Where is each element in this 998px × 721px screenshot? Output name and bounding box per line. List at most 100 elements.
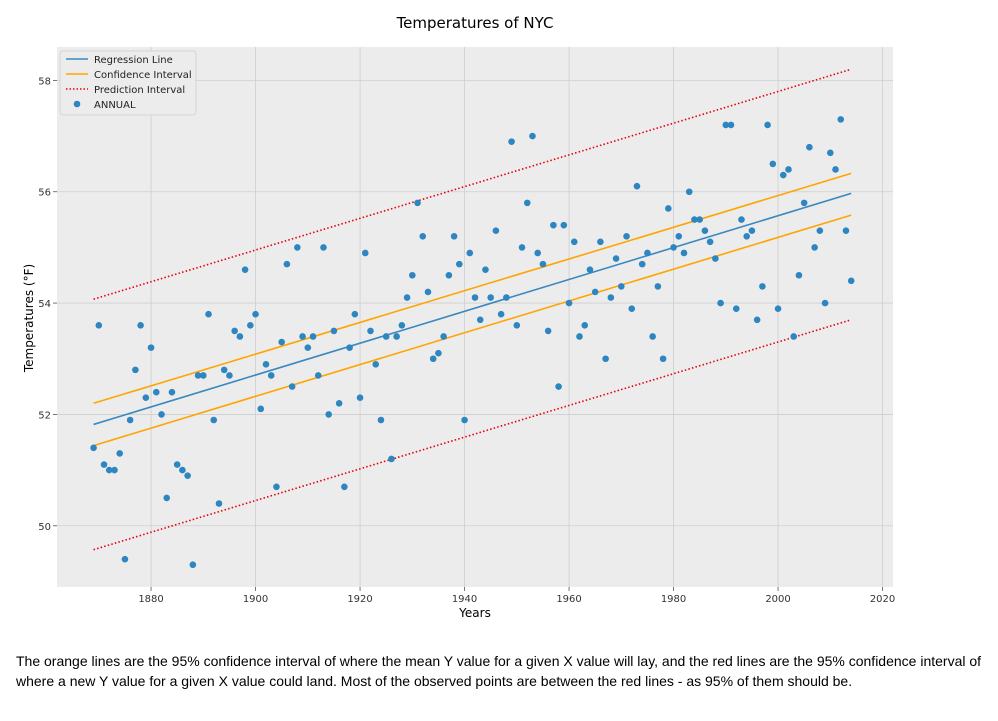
data-point xyxy=(665,205,672,212)
data-point xyxy=(231,327,238,335)
data-point xyxy=(111,466,118,474)
data-point xyxy=(586,266,594,273)
data-points xyxy=(90,116,855,569)
data-point xyxy=(273,483,280,491)
data-point xyxy=(529,132,536,140)
data-point xyxy=(173,461,181,468)
data-point xyxy=(461,416,468,424)
data-point xyxy=(701,227,709,235)
data-point xyxy=(288,383,296,390)
data-point xyxy=(821,299,829,307)
y-tick-label: 52 xyxy=(38,410,51,421)
data-point xyxy=(278,338,285,346)
chart-title: Temperatures of NYC xyxy=(396,14,554,32)
data-point xyxy=(382,333,390,340)
data-point xyxy=(638,260,646,268)
data-point xyxy=(341,483,348,491)
data-point xyxy=(142,394,150,402)
data-point xyxy=(361,249,369,257)
data-point xyxy=(644,249,651,257)
data-point xyxy=(194,372,202,379)
data-point xyxy=(795,271,803,279)
data-point xyxy=(90,444,97,452)
data-point xyxy=(325,411,333,418)
data-point xyxy=(236,333,244,340)
data-point xyxy=(100,461,108,468)
data-point xyxy=(283,260,291,268)
data-point xyxy=(534,249,541,257)
x-tick-label: 1880 xyxy=(138,594,163,605)
data-point xyxy=(607,294,615,301)
data-point xyxy=(691,216,698,223)
data-point xyxy=(398,322,406,329)
data-point xyxy=(497,310,505,318)
data-point xyxy=(294,244,301,251)
data-point xyxy=(105,466,113,474)
data-point xyxy=(842,227,850,235)
data-point xyxy=(137,322,144,329)
data-point xyxy=(299,333,306,340)
data-point xyxy=(659,355,667,363)
data-point xyxy=(508,138,515,145)
x-tick-label: 1920 xyxy=(347,594,372,605)
data-point xyxy=(158,411,165,418)
legend-prediction-label: Prediction Interval xyxy=(94,85,185,96)
data-point xyxy=(628,305,636,312)
data-point xyxy=(440,333,447,340)
data-point xyxy=(346,344,353,351)
data-point xyxy=(309,333,317,340)
data-point xyxy=(330,327,338,335)
data-point xyxy=(314,372,322,379)
x-axis: 1880 1900 1920 1940 1960 1980 2000 2020 xyxy=(138,587,895,605)
data-point xyxy=(513,322,521,329)
data-point xyxy=(633,182,641,190)
data-point xyxy=(785,166,792,173)
x-tick-label: 2000 xyxy=(765,594,790,605)
data-point xyxy=(210,416,218,424)
y-tick-label: 56 xyxy=(38,188,51,199)
data-point xyxy=(581,322,589,329)
data-point xyxy=(377,416,385,424)
data-point xyxy=(623,232,630,240)
data-point xyxy=(727,121,735,129)
data-point xyxy=(356,394,364,402)
legend: Regression Line Confidence Interval Pred… xyxy=(59,50,197,116)
x-axis-label: Years xyxy=(458,606,491,620)
data-point xyxy=(471,294,479,301)
data-point xyxy=(523,199,531,207)
legend-regression-label: Regression Line xyxy=(94,55,173,66)
data-point xyxy=(759,283,766,290)
data-point xyxy=(806,143,813,151)
data-point xyxy=(732,305,740,312)
data-point xyxy=(403,294,411,301)
data-point xyxy=(335,399,343,407)
data-point xyxy=(241,266,249,273)
data-point xyxy=(847,277,855,285)
data-point xyxy=(612,255,620,262)
chart-figure: Temperatures of NYC 1880 1900 1920 1940 1960… xyxy=(22,14,895,620)
data-point xyxy=(743,232,750,240)
y-axis-label: Temperatures (°F) xyxy=(22,264,36,373)
data-point xyxy=(706,238,714,246)
data-point xyxy=(189,561,197,569)
x-tick-label: 1980 xyxy=(661,594,686,605)
x-tick-label: 2020 xyxy=(870,594,895,605)
data-point xyxy=(837,116,845,123)
regression-line xyxy=(93,192,852,426)
caption-text: The orange lines are the 95% confidence … xyxy=(16,653,982,689)
data-point xyxy=(126,416,134,424)
data-point xyxy=(168,388,176,396)
data-point xyxy=(247,322,254,329)
data-point xyxy=(215,500,223,507)
data-point xyxy=(205,310,212,318)
data-point xyxy=(518,244,526,251)
data-point xyxy=(132,366,139,374)
data-point xyxy=(769,160,777,168)
data-point xyxy=(816,227,824,235)
data-point xyxy=(419,232,427,240)
data-point xyxy=(163,494,171,502)
data-point xyxy=(152,388,160,396)
data-point xyxy=(351,310,359,318)
data-point xyxy=(544,327,552,335)
x-tick-label: 1900 xyxy=(243,594,268,605)
